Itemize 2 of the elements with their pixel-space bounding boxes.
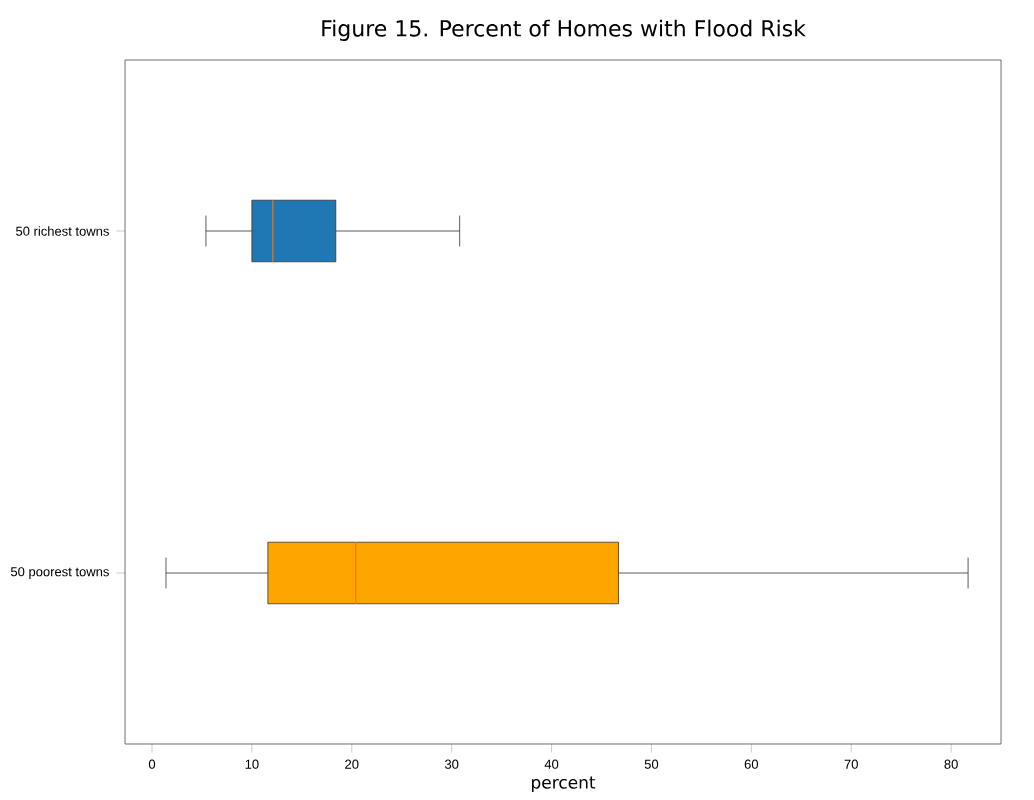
x-axis-title: percent <box>532 776 596 793</box>
chart-title: Figure 15. Percent of Homes with Flood Risk <box>322 19 806 41</box>
